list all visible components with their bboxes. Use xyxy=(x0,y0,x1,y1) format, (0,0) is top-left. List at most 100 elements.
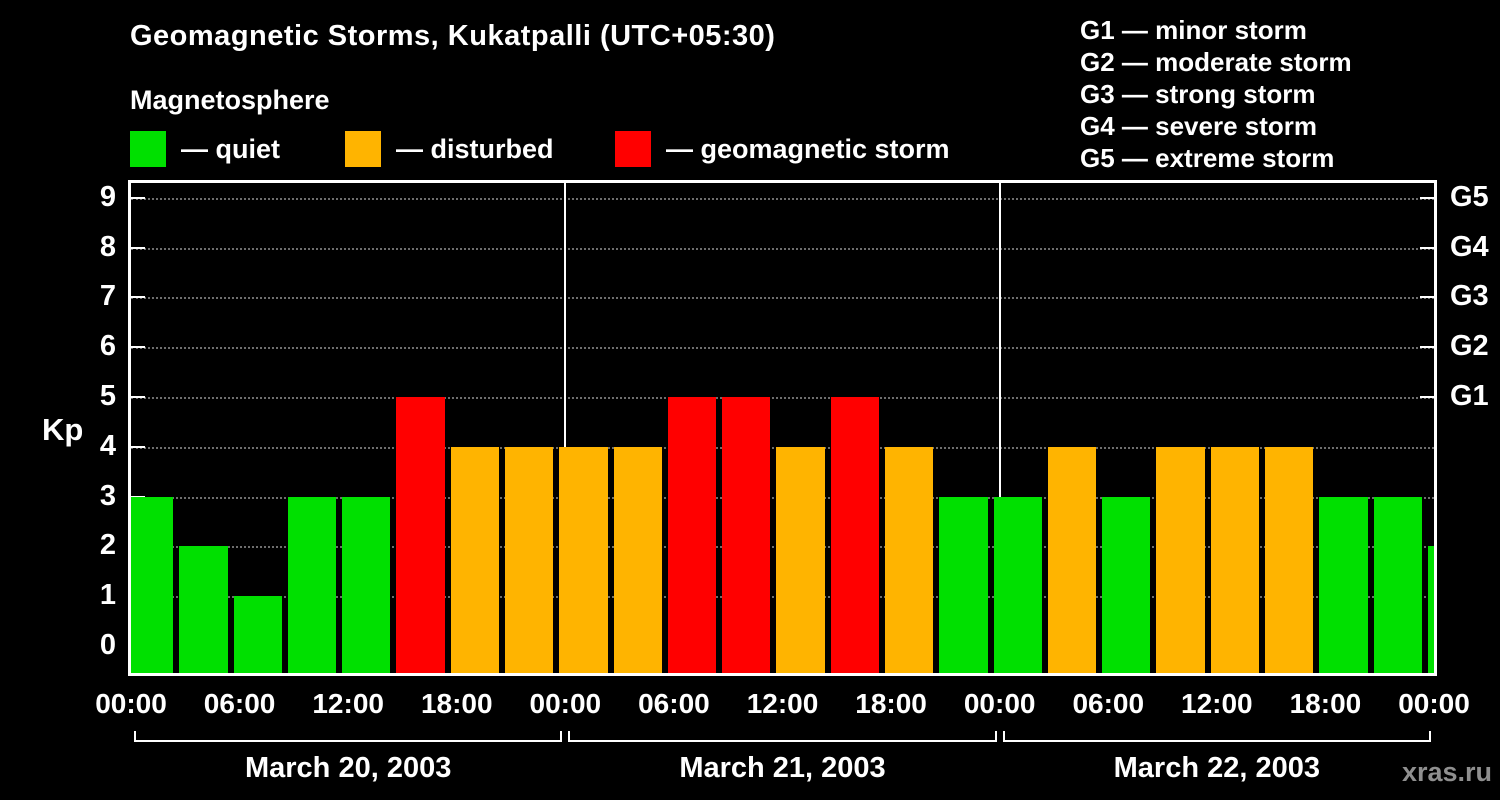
y-tick-label: 5 xyxy=(99,380,116,412)
y-axis-tick xyxy=(131,296,145,299)
x-tick-label: 18:00 xyxy=(1289,688,1362,719)
date-label: March 21, 2003 xyxy=(679,752,886,784)
y-tick-label: 1 xyxy=(99,579,116,612)
g-legend-line-g3: G3 — strong storm xyxy=(1080,79,1316,109)
storm-swatch-icon xyxy=(615,131,651,167)
day-bracket xyxy=(568,740,997,742)
kp-bar xyxy=(939,496,988,673)
day-separator-line xyxy=(564,183,567,673)
day-bracket-tick xyxy=(568,731,571,742)
kp-bar xyxy=(233,596,282,673)
gridline xyxy=(131,247,1434,250)
x-tick-label: 12:00 xyxy=(312,688,384,719)
g-legend-line-g2: G2 — moderate storm xyxy=(1080,47,1352,77)
y-tick-label: 8 xyxy=(99,230,116,263)
right-axis-tick xyxy=(1420,196,1434,199)
legend-label-disturbed: — disturbed xyxy=(396,133,554,164)
kp-bar xyxy=(722,397,771,673)
day-bracket-tick xyxy=(994,731,997,742)
plot-area xyxy=(128,180,1437,676)
kp-bar xyxy=(342,496,391,673)
g-legend-line-g5: G5 — extreme storm xyxy=(1080,143,1335,173)
kp-bar xyxy=(450,446,499,673)
kp-bar xyxy=(1102,496,1151,673)
gridline xyxy=(131,297,1434,300)
y-axis-tick xyxy=(131,196,145,199)
kp-bar xyxy=(613,446,662,673)
day-bracket-tick xyxy=(134,731,136,742)
g-level-label: G1 xyxy=(1450,380,1489,412)
kp-bar xyxy=(396,397,445,673)
gridline xyxy=(131,347,1434,350)
magnetosphere-label: Magnetosphere xyxy=(130,85,330,115)
day-bracket-tick xyxy=(1429,731,1431,742)
g-legend-line-g1: G1 — minor storm xyxy=(1080,15,1307,45)
x-tick-label: 00:00 xyxy=(963,688,1036,719)
kp-bar xyxy=(1319,496,1368,673)
x-tick-label: 06:00 xyxy=(1072,688,1145,719)
gridline xyxy=(131,397,1434,399)
kp-bar xyxy=(131,496,174,673)
kp-bar xyxy=(1373,496,1422,673)
day-separator-line xyxy=(998,183,1001,673)
g-legend-line-g4: G4 — severe storm xyxy=(1080,111,1318,141)
y-tick-label: 4 xyxy=(99,429,116,462)
legend-item-storm: — geomagnetic storm xyxy=(615,131,950,167)
g-level-label: G4 xyxy=(1450,230,1489,263)
legend-label-storm: — geomagnetic storm xyxy=(666,133,950,164)
g-level-label: G5 xyxy=(1450,180,1489,213)
kp-bar xyxy=(1427,546,1434,673)
y-axis-tick xyxy=(131,346,145,349)
kp-bar xyxy=(287,496,337,673)
right-axis-tick xyxy=(1420,396,1434,398)
y-tick-label: 7 xyxy=(99,280,116,313)
y-axis-title: Kp xyxy=(42,412,84,447)
day-bracket-tick xyxy=(1002,731,1005,742)
y-tick-label: 3 xyxy=(99,479,116,512)
kp-bar xyxy=(993,496,1042,673)
kp-bar xyxy=(1047,446,1097,673)
x-tick-label: 12:00 xyxy=(1181,688,1253,719)
gridline xyxy=(131,197,1434,200)
watermark: xras.ru xyxy=(1401,757,1492,787)
x-tick-label: 12:00 xyxy=(746,688,819,719)
y-tick-label: 6 xyxy=(99,330,116,363)
x-tick-label: 18:00 xyxy=(855,688,927,719)
right-axis-tick xyxy=(1420,246,1434,249)
right-axis-tick xyxy=(1420,296,1434,299)
y-tick-label: 2 xyxy=(99,529,116,562)
kp-bar xyxy=(1265,446,1314,673)
g-level-label: G2 xyxy=(1450,330,1489,363)
kp-bar xyxy=(776,446,825,673)
kp-bar xyxy=(504,446,554,673)
y-axis-tick xyxy=(131,246,145,249)
legend-item-quiet: — quiet xyxy=(130,131,280,167)
kp-bar xyxy=(559,446,608,673)
disturbed-swatch-icon xyxy=(345,131,381,167)
date-label: March 20, 2003 xyxy=(244,752,452,784)
quiet-swatch-icon xyxy=(130,131,166,167)
x-tick-label: 00:00 xyxy=(529,688,602,719)
x-tick-label: 06:00 xyxy=(203,688,276,719)
day-bracket-tick xyxy=(560,731,563,742)
x-tick-label: 06:00 xyxy=(638,688,710,719)
kp-bar xyxy=(830,397,880,673)
legend-label-quiet: — quiet xyxy=(181,133,280,164)
y-axis-tick xyxy=(131,445,145,448)
x-tick-label: 18:00 xyxy=(420,688,493,719)
y-tick-label: 0 xyxy=(99,629,116,661)
day-bracket xyxy=(134,740,563,742)
kp-bar xyxy=(667,397,717,673)
date-label: March 22, 2003 xyxy=(1113,752,1320,784)
legend-item-disturbed: — disturbed xyxy=(345,131,554,167)
page-title: Geomagnetic Storms, Kukatpalli (UTC+05:3… xyxy=(130,20,776,52)
kp-bar xyxy=(885,446,934,673)
right-axis-tick xyxy=(1420,346,1434,349)
kp-bar xyxy=(1210,446,1260,673)
day-bracket xyxy=(1002,740,1431,742)
g-scale-legend: G1 — minor storm G2 — moderate storm G3 … xyxy=(1080,14,1352,174)
y-axis-tick xyxy=(131,396,145,398)
y-tick-label: 9 xyxy=(99,180,116,213)
kp-bar xyxy=(1156,446,1205,673)
